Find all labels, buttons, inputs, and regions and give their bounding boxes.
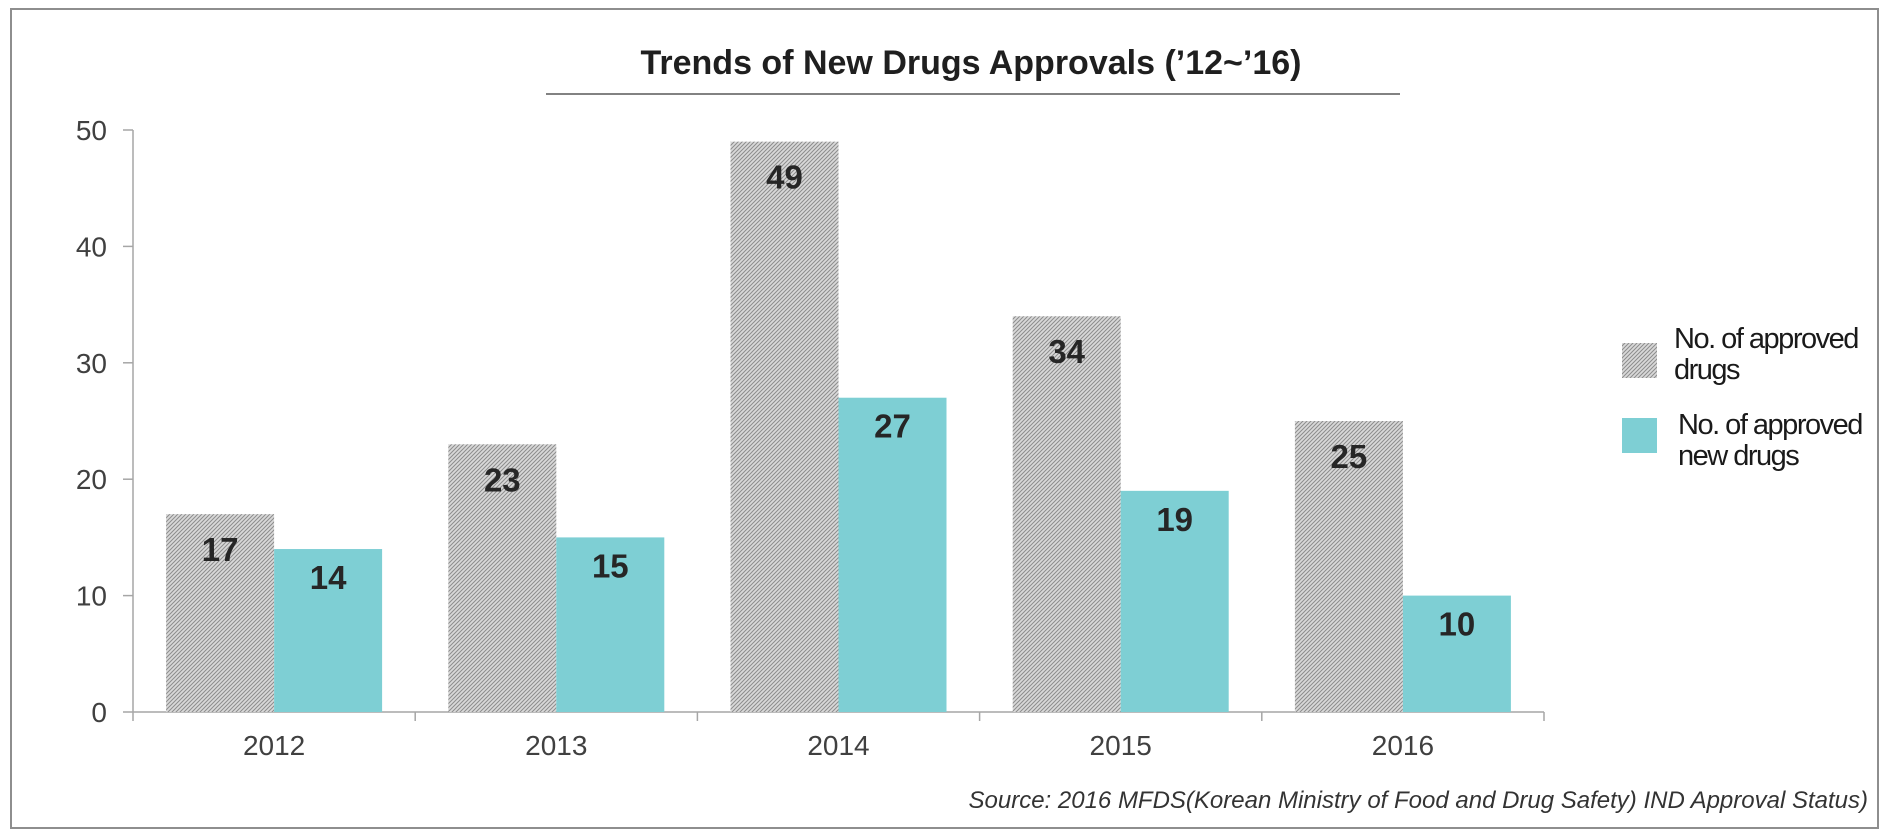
legend-label-approved-new-drugs: No. of approved new drugs: [1678, 409, 1868, 472]
y-axis: 0 10 20 30 40 50: [76, 115, 134, 728]
data-label-approved-new-drugs: 15: [592, 547, 629, 584]
x-tick-label: 2013: [525, 730, 587, 761]
x-tick-label: 2016: [1372, 730, 1434, 761]
bar-approved-drugs: [1294, 421, 1403, 712]
bars: [166, 141, 1511, 712]
y-tick-label: 0: [91, 697, 107, 728]
y-tick-label: 20: [76, 464, 107, 495]
bar-approved-drugs: [1012, 316, 1121, 712]
y-tick-label: 10: [76, 581, 107, 612]
legend: No. of approved drugs No. of approved ne…: [1622, 323, 1868, 472]
x-tick-label: 2012: [243, 730, 305, 761]
y-tick-label: 50: [76, 115, 107, 146]
x-tick-label: 2015: [1090, 730, 1152, 761]
data-label-approved-drugs: 25: [1331, 438, 1368, 475]
y-tick-label: 40: [76, 231, 107, 262]
bar-approved-new-drugs: [1120, 490, 1229, 712]
bar-approved-drugs: [730, 141, 839, 712]
bar-approved-new-drugs: [274, 549, 383, 712]
chart-title: Trends of New Drugs Approvals (’12~’16): [641, 44, 1302, 82]
bar-approved-drugs: [166, 514, 275, 712]
legend-swatch-approved-drugs: [1622, 343, 1657, 378]
source-note: Source: 2016 MFDS(Korean Ministry of Foo…: [969, 787, 1869, 814]
data-label-approved-new-drugs: 10: [1439, 606, 1476, 643]
x-tick-label: 2014: [807, 730, 869, 761]
x-axis: 2012 2013 2014 2015 2016: [132, 711, 1545, 761]
data-label-approved-new-drugs: 27: [874, 408, 911, 445]
bar-approved-drugs: [448, 444, 557, 712]
y-tick-label: 30: [76, 348, 107, 379]
data-label-approved-drugs: 23: [484, 461, 521, 498]
bar-approved-new-drugs: [838, 397, 947, 712]
data-label-approved-drugs: 34: [1048, 333, 1085, 370]
bar-approved-new-drugs: [1402, 595, 1511, 712]
data-label-approved-new-drugs: 19: [1156, 501, 1193, 538]
data-labels: 17 23 49 34 25 14 15 27 19 10: [202, 159, 1476, 643]
data-label-approved-drugs: 49: [766, 159, 803, 196]
data-label-approved-new-drugs: 14: [310, 559, 347, 596]
bar-approved-new-drugs: [556, 537, 665, 712]
legend-label-approved-drugs: No. of approved drugs: [1674, 323, 1864, 386]
legend-swatch-approved-new-drugs: [1622, 418, 1657, 453]
data-label-approved-drugs: 17: [202, 531, 239, 568]
